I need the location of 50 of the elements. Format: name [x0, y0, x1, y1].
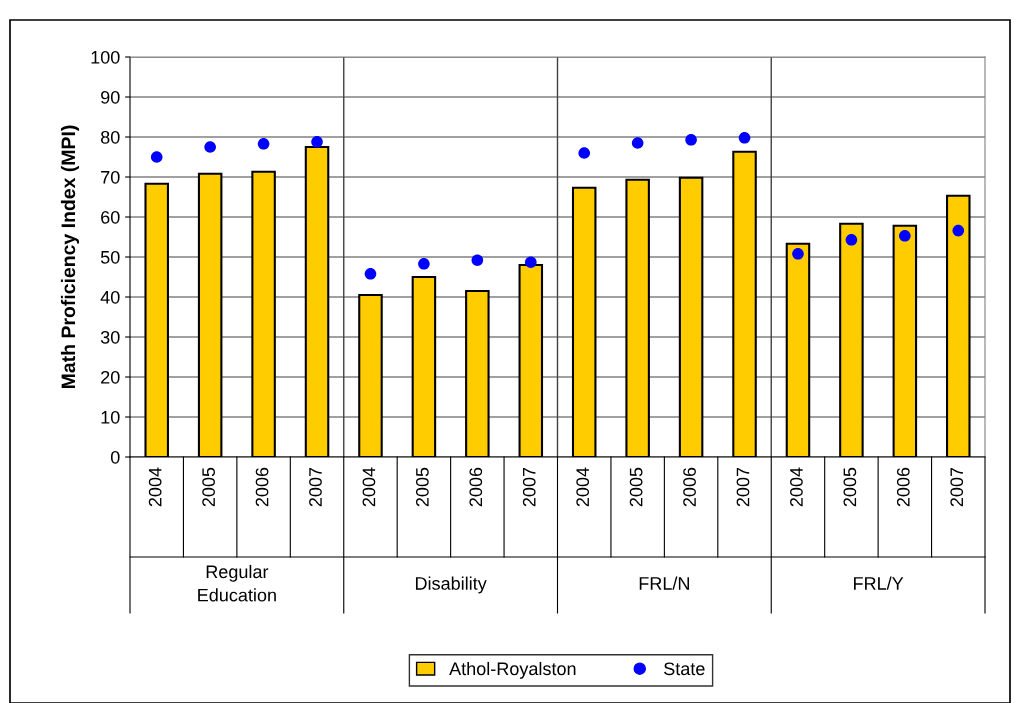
x-tick-label: 2007	[522, 467, 536, 507]
x-tick-label: 2004	[790, 467, 803, 507]
x-tick-label: 2007	[309, 467, 322, 507]
y-axis-title: Math Proficiency Index (MPI)	[60, 125, 80, 389]
x-tick-label: 2005	[202, 467, 215, 507]
point	[792, 247, 804, 260]
x-tick-label: 2004	[362, 467, 376, 507]
x-tick-label: 2004	[576, 467, 590, 507]
point	[364, 267, 377, 280]
y-tick-label: 60	[101, 210, 120, 224]
point	[845, 233, 858, 246]
x-tick-label: 2007	[950, 467, 964, 507]
x-tick-label: 2006	[469, 467, 483, 507]
legend-label: State	[664, 662, 705, 676]
point	[578, 147, 591, 159]
x-tick-label: 2006	[255, 467, 269, 507]
text: FRL/Y	[854, 576, 904, 590]
x-tick-label: 2005	[629, 467, 643, 507]
x-tick-label: 2004	[148, 467, 162, 507]
x-tick-label: 2007	[736, 467, 750, 507]
point	[631, 137, 644, 149]
point	[150, 151, 163, 163]
point	[952, 224, 965, 237]
point	[738, 131, 751, 144]
x-tick-label: 2005	[843, 467, 857, 507]
y-tick-label: 70	[101, 170, 120, 184]
point	[418, 257, 430, 270]
legend-label: Athol-Royalston	[449, 661, 576, 679]
y-tick-label: 50	[100, 250, 120, 264]
point	[471, 254, 484, 267]
point	[524, 256, 537, 269]
text: FRL/N	[639, 576, 689, 590]
point	[899, 229, 911, 242]
point	[204, 141, 216, 153]
y-tick-label: 80	[100, 130, 120, 144]
y-tick-label: 30	[100, 330, 120, 344]
x-tick-label: 2006	[896, 467, 910, 507]
y-tick-label: 0	[110, 450, 120, 464]
y-tick-label: 40	[100, 290, 120, 304]
y-tick-label: 20	[101, 370, 120, 384]
point	[685, 133, 697, 146]
y-tick-label: 100	[91, 50, 120, 64]
y-tick-label: 90	[101, 90, 120, 104]
point	[257, 137, 270, 150]
text: Disability	[415, 576, 487, 594]
x-tick-label: 2006	[683, 467, 696, 507]
y-tick-label: 10	[101, 410, 120, 424]
point	[311, 135, 323, 148]
x-tick-label: 2005	[415, 467, 429, 507]
text: Regular Education	[198, 564, 276, 602]
